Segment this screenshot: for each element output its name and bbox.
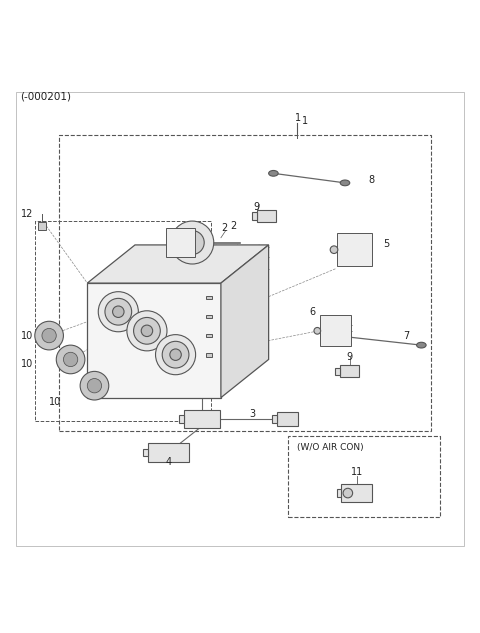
Bar	[252, 213, 257, 220]
Ellipse shape	[171, 221, 214, 264]
Polygon shape	[87, 245, 269, 283]
Bar	[206, 296, 212, 299]
Text: 2: 2	[230, 221, 237, 231]
Bar	[336, 368, 340, 375]
Bar	[288, 436, 441, 517]
Bar	[179, 415, 184, 423]
Ellipse shape	[417, 342, 426, 348]
Polygon shape	[87, 283, 221, 398]
Ellipse shape	[314, 327, 321, 334]
Ellipse shape	[113, 306, 124, 318]
Text: 10: 10	[21, 330, 33, 341]
Text: 7: 7	[403, 330, 409, 341]
Text: 12: 12	[21, 209, 33, 219]
Bar	[59, 135, 431, 431]
Bar	[144, 449, 148, 456]
Ellipse shape	[127, 311, 167, 351]
Bar	[341, 484, 372, 502]
Bar	[336, 233, 372, 266]
Circle shape	[56, 345, 85, 373]
Text: 1: 1	[302, 116, 308, 126]
Circle shape	[63, 353, 78, 367]
Ellipse shape	[133, 318, 160, 344]
Circle shape	[35, 322, 63, 350]
Circle shape	[80, 372, 109, 400]
Bar	[184, 410, 220, 428]
Bar	[272, 415, 277, 423]
Ellipse shape	[141, 325, 153, 337]
Circle shape	[87, 379, 102, 393]
Bar	[206, 334, 212, 337]
Ellipse shape	[343, 488, 353, 498]
Ellipse shape	[156, 335, 196, 375]
Text: 10: 10	[21, 359, 33, 369]
Bar	[340, 365, 360, 377]
Text: (W/O AIR CON): (W/O AIR CON)	[297, 443, 364, 452]
Text: 1: 1	[295, 113, 301, 123]
Text: 8: 8	[369, 175, 375, 185]
Bar	[148, 444, 189, 461]
Bar	[166, 229, 195, 257]
Bar	[35, 221, 211, 422]
Ellipse shape	[269, 170, 278, 176]
Circle shape	[42, 329, 56, 342]
Bar	[37, 222, 46, 230]
Bar	[336, 489, 341, 497]
Bar	[206, 353, 212, 356]
Ellipse shape	[105, 298, 132, 325]
Bar	[257, 210, 276, 222]
Ellipse shape	[180, 230, 204, 254]
Text: 11: 11	[351, 467, 363, 477]
Ellipse shape	[340, 180, 350, 185]
Text: 3: 3	[250, 410, 256, 419]
Text: 9: 9	[253, 202, 260, 212]
Text: 9: 9	[347, 352, 353, 362]
Ellipse shape	[162, 341, 189, 368]
Ellipse shape	[170, 349, 181, 360]
Polygon shape	[221, 245, 269, 398]
Ellipse shape	[98, 292, 138, 332]
Text: 2: 2	[221, 223, 227, 233]
Text: (-000201): (-000201)	[21, 92, 72, 102]
Bar	[206, 315, 212, 318]
Text: 6: 6	[309, 307, 315, 316]
Text: 4: 4	[165, 457, 171, 467]
Text: 10: 10	[49, 398, 61, 408]
Ellipse shape	[330, 246, 338, 253]
Bar	[277, 412, 299, 426]
Bar	[320, 315, 351, 346]
Text: 5: 5	[383, 239, 389, 249]
